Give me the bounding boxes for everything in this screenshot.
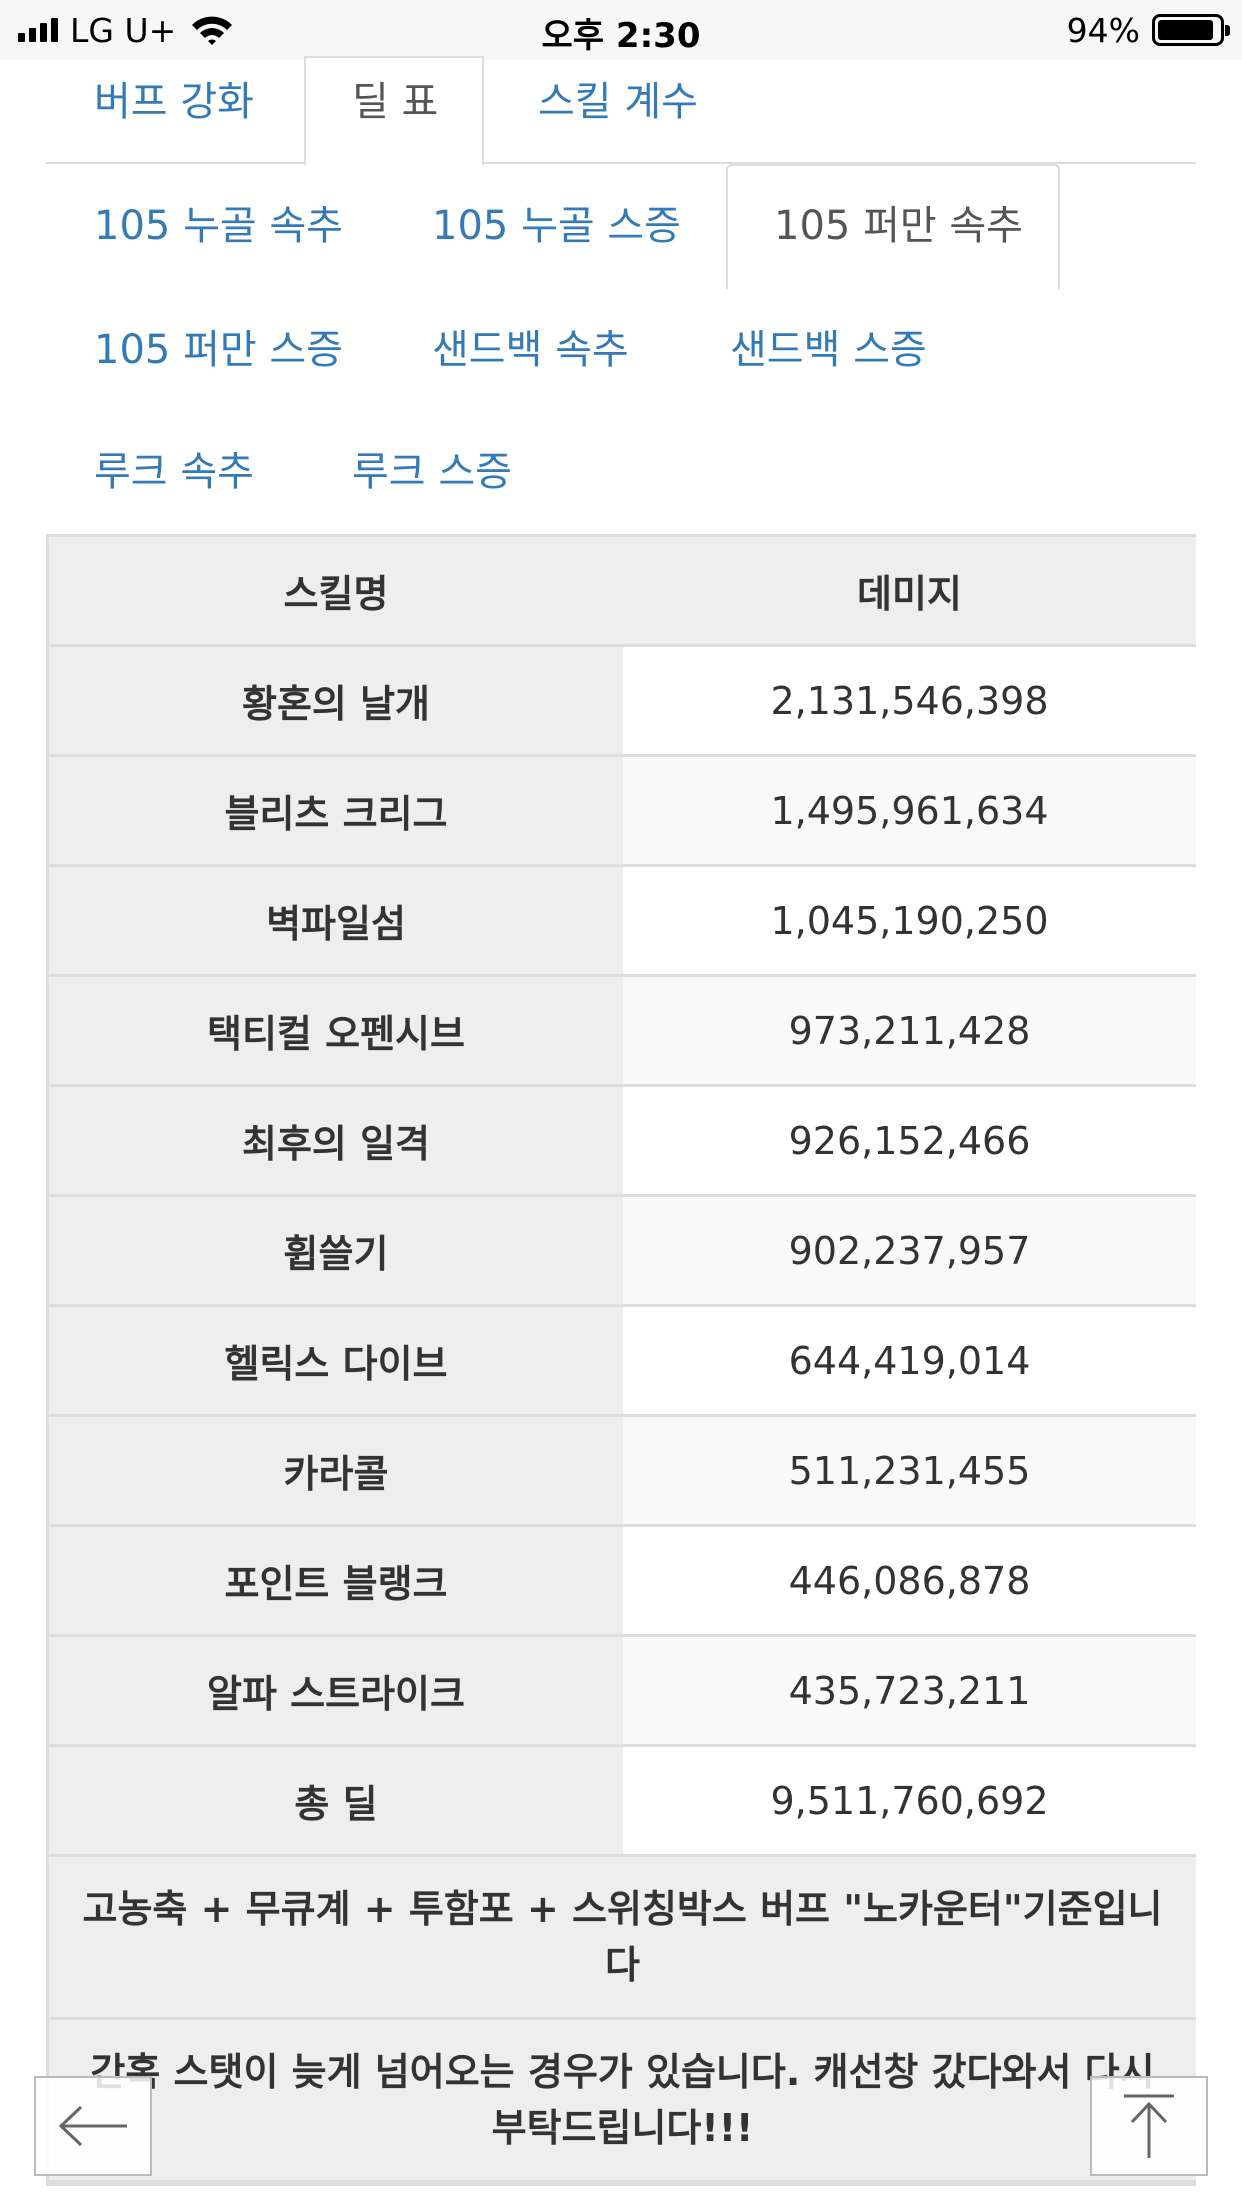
- skill-damage: 1,045,190,250: [623, 867, 1196, 974]
- table-row: 포인트 블랭크 446,086,878: [49, 1527, 1196, 1637]
- skill-name: 벽파일섬: [49, 867, 623, 974]
- table-row: 벽파일섬 1,045,190,250: [49, 867, 1196, 977]
- header-skill-name: 스킬명: [49, 537, 623, 644]
- subtab-rook-sokchu[interactable]: 루크 속추: [94, 449, 254, 495]
- back-button[interactable]: [34, 2076, 152, 2176]
- skill-damage: 902,237,957: [623, 1197, 1196, 1304]
- status-time: 오후 2:30: [541, 16, 701, 56]
- subtab-105-perman-sokchu[interactable]: 105 퍼만 속추: [774, 203, 1023, 249]
- subtab-105-nugol-sokchu[interactable]: 105 누골 속추: [94, 203, 343, 249]
- subtab-rook-seujeung[interactable]: 루크 스증: [352, 449, 512, 495]
- skill-damage: 2,131,546,398: [623, 647, 1196, 754]
- table-row: 황혼의 날개 2,131,546,398: [49, 647, 1196, 757]
- subtab-sandbag-sokchu[interactable]: 샌드백 속추: [432, 327, 629, 373]
- scroll-top-button[interactable]: [1090, 2076, 1208, 2176]
- skill-name: 포인트 블랭크: [49, 1527, 623, 1634]
- skill-name: 택티컬 오펜시브: [49, 977, 623, 1084]
- main-tabs: 버프 강화 딜 표 스킬 계수: [46, 56, 1196, 166]
- arrow-up-icon: [1124, 2094, 1174, 2158]
- status-left: LG U+: [18, 10, 234, 50]
- skill-damage: 435,723,211: [623, 1637, 1196, 1744]
- skill-name: 알파 스트라이크: [49, 1637, 623, 1744]
- tab-damage-table[interactable]: 딜 표: [352, 79, 439, 125]
- table-row: 휩쓸기 902,237,957: [49, 1197, 1196, 1307]
- table-row: 최후의 일격 926,152,466: [49, 1087, 1196, 1197]
- table-header-row: 스킬명 데미지: [49, 537, 1196, 647]
- wifi-icon: [192, 16, 233, 45]
- total-label: 총 딜: [49, 1747, 623, 1854]
- sub-tabs: 105 누골 속추 105 누골 스증 105 퍼만 속추 105 퍼만 스증 …: [46, 164, 1196, 534]
- skill-damage: 644,419,014: [623, 1307, 1196, 1414]
- skill-name: 휩쓸기: [49, 1197, 623, 1304]
- table-row: 알파 스트라이크 435,723,211: [49, 1637, 1196, 1747]
- table-row: 헬릭스 다이브 644,419,014: [49, 1307, 1196, 1417]
- skill-damage: 973,211,428: [623, 977, 1196, 1084]
- subtab-105-nugol-seujeung[interactable]: 105 누골 스증: [432, 203, 681, 249]
- status-bar: LG U+ 오후 2:30 94%: [0, 0, 1242, 60]
- subtab-105-perman-seujeung[interactable]: 105 퍼만 스증: [94, 327, 343, 373]
- skill-name: 최후의 일격: [49, 1087, 623, 1194]
- battery-percent: 94%: [1066, 10, 1140, 50]
- damage-table: 스킬명 데미지 황혼의 날개 2,131,546,398 블리츠 크리그 1,4…: [46, 534, 1196, 2186]
- skill-name: 헬릭스 다이브: [49, 1307, 623, 1414]
- tab-buff[interactable]: 버프 강화: [94, 79, 254, 125]
- status-right: 94%: [1066, 10, 1230, 50]
- table-note-buff: 고농축 + 무큐계 + 투함포 + 스위칭박스 버프 "노카운터"기준입니다: [49, 1857, 1196, 2020]
- table-note-stat: 간혹 스탯이 늦게 넘어오는 경우가 있습니다. 캐선창 갔다와서 다시 부탁드…: [49, 2020, 1196, 2183]
- skill-name: 블리츠 크리그: [49, 757, 623, 864]
- skill-damage: 446,086,878: [623, 1527, 1196, 1634]
- table-row: 카라콜 511,231,455: [49, 1417, 1196, 1527]
- signal-icon: [18, 18, 58, 42]
- skill-damage: 926,152,466: [623, 1087, 1196, 1194]
- skill-damage: 1,495,961,634: [623, 757, 1196, 864]
- table-row: 택티컬 오펜시브 973,211,428: [49, 977, 1196, 1087]
- battery-icon: [1152, 14, 1230, 46]
- header-damage: 데미지: [623, 537, 1196, 644]
- skill-name: 황혼의 날개: [49, 647, 623, 754]
- total-damage: 9,511,760,692: [623, 1747, 1196, 1854]
- carrier-name: LG U+: [70, 10, 177, 50]
- tab-skill-coefficient[interactable]: 스킬 계수: [538, 79, 698, 125]
- active-subtab-frame: [726, 164, 1060, 290]
- skill-name: 카라콜: [49, 1417, 623, 1524]
- table-total-row: 총 딜 9,511,760,692: [49, 1747, 1196, 1857]
- table-row: 블리츠 크리그 1,495,961,634: [49, 757, 1196, 867]
- skill-damage: 511,231,455: [623, 1417, 1196, 1524]
- subtab-sandbag-seujeung[interactable]: 샌드백 스증: [730, 327, 927, 373]
- active-tab-frame: [304, 56, 484, 166]
- arrow-left-icon: [58, 2105, 127, 2147]
